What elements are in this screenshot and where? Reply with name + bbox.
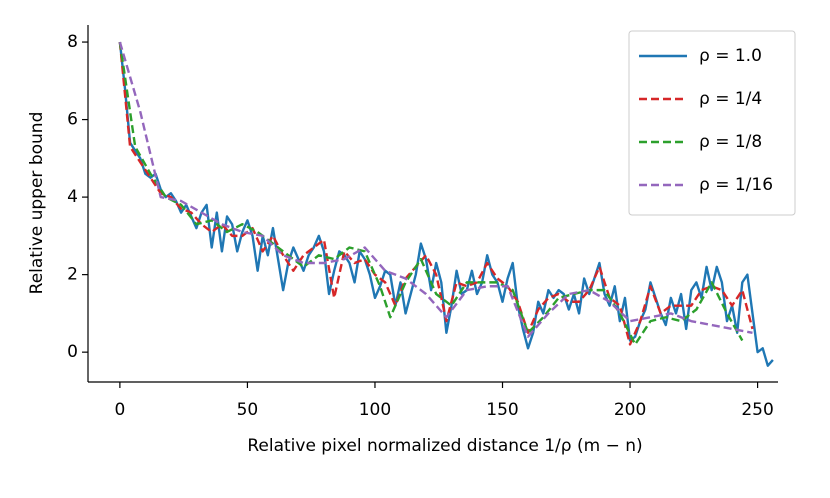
x-tick-label: 200 [614,400,646,420]
x-tick-label: 100 [359,400,391,420]
series-line [118,41,774,367]
y-tick-label: 8 [67,32,78,52]
x-tick-label: 150 [486,400,518,420]
y-tick-label: 2 [67,265,78,285]
legend-label: ρ = 1/4 [699,89,762,109]
y-tick-label: 4 [67,187,78,207]
x-axis-label: Relative pixel normalized distance 1/ρ (… [247,436,642,456]
legend-label: ρ = 1/16 [699,175,773,195]
series-line [118,41,753,338]
y-tick-label: 0 [67,342,78,362]
legend-label: ρ = 1/8 [699,132,762,152]
y-tick-label: 6 [67,110,78,130]
x-tick-label: 250 [741,400,773,420]
x-tick-label: 0 [114,400,125,420]
series-line [118,41,754,346]
x-tick-label: 50 [237,400,259,420]
y-axis-label: Relative upper bound [27,112,47,295]
legend-box [628,30,796,216]
legend-label: ρ = 1.0 [699,46,762,66]
series-line [118,41,744,346]
